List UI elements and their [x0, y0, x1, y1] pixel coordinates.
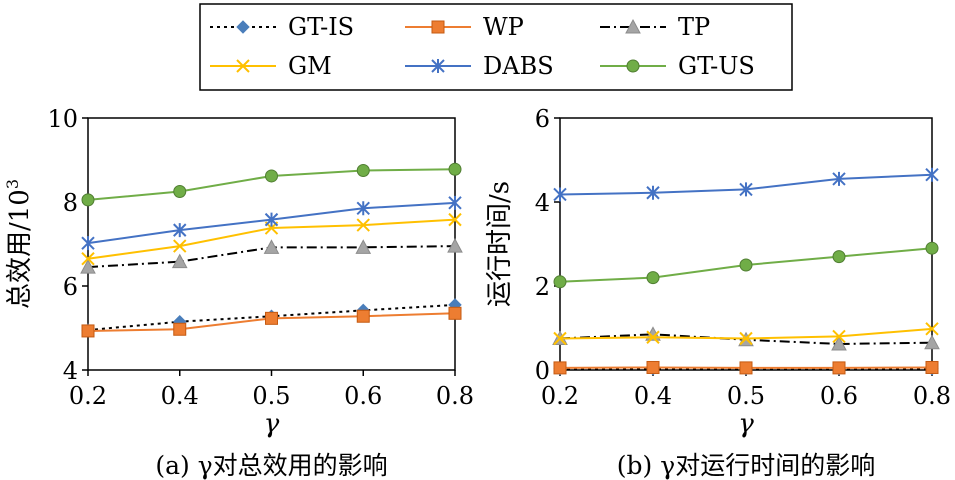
- chart-a-point-gt-us-2: [265, 169, 278, 183]
- chart-a-point-wp-2: [265, 311, 278, 325]
- chart-b-point-gt-us-2: [739, 258, 753, 272]
- chart-b-ytick-label-4: 4: [535, 189, 550, 217]
- chart-a-point-gt-us-4: [448, 162, 462, 176]
- chart-a-point-dabs-2: [264, 212, 279, 227]
- chart-b-point-gt-us-4: [925, 241, 939, 255]
- chart-b-xtick-label-0-5: 0.5: [727, 382, 765, 410]
- chart-b-point-gm-4: [925, 322, 939, 336]
- legend-label-tp: TP: [678, 13, 710, 41]
- chart-a-point-dabs-0: [81, 236, 95, 251]
- legend-marker-dabs: [431, 59, 445, 73]
- chart-a-xtick-label-0-6: 0.6: [344, 382, 382, 410]
- chart-a-xtick-label-0-5: 0.5: [252, 382, 290, 410]
- chart-b-point-wp-2: [739, 361, 753, 375]
- chart-b-xtick-label-0-4: 0.4: [634, 382, 672, 410]
- legend-label-gt-us: GT-US: [678, 52, 755, 80]
- chart-b-caption: (b) γ对运行时间的影响: [617, 451, 875, 480]
- chart-b-ytick-label-6: 6: [535, 105, 550, 133]
- chart-b-point-gm-1: [646, 330, 660, 344]
- chart-a-point-tp-1: [171, 253, 188, 269]
- legend-marker-gt-us: [626, 59, 640, 73]
- chart-a-point-dabs-4: [448, 195, 462, 210]
- chart-a-point-dabs-3: [356, 201, 370, 216]
- chart-b-point-wp-1: [646, 360, 660, 374]
- chart-a-ytick-label-6: 6: [63, 273, 78, 301]
- chart-a-point-wp-4: [448, 306, 462, 320]
- legend-marker-tp: [625, 18, 641, 34]
- chart-a-point-gm-1: [173, 239, 187, 253]
- chart-b-x-axis-label: γ: [738, 409, 754, 439]
- chart-a-point-tp-0: [80, 259, 96, 274]
- legend-marker-gm: [236, 59, 250, 73]
- chart-a-ytick-label-10: 10: [47, 105, 78, 133]
- chart-b-runtime: 0 2 4 6 0.2 0.4 0.5 0.6 0.8 γ 运行时间/s (b) γ对运行时间的影响: [485, 105, 951, 480]
- chart-a-point-gt-us-1: [173, 185, 187, 198]
- chart-b-point-gm-3: [832, 329, 846, 344]
- chart-a-point-tp-3: [355, 239, 372, 254]
- chart-a-point-gm-3: [356, 218, 370, 232]
- chart-a-point-tp-2: [263, 239, 280, 254]
- chart-a-point-gm-4: [448, 212, 462, 227]
- chart-a-utility: 4 6 8 10 0.2 0.4 0.5 0.6 0.8 γ 总效用/103 (a) γ对总效用的影响: [3, 105, 474, 480]
- chart-b-xtick-label-0-2: 0.2: [541, 382, 579, 410]
- legend: GT-IS WP TP GM DABS GT-US: [199, 3, 793, 91]
- chart-a-x-axis-label: γ: [264, 409, 280, 439]
- legend-marker-wp: [431, 20, 445, 34]
- chart-a-xtick-label-0-2: 0.2: [69, 382, 107, 410]
- chart-b-point-wp-4: [925, 360, 939, 374]
- chart-b-point-wp-3: [832, 361, 846, 375]
- legend-label-gm: GM: [288, 52, 332, 80]
- chart-a-point-gm-0: [81, 251, 95, 266]
- chart-a-point-dabs-1: [173, 223, 187, 238]
- chart-a-point-wp-3: [356, 309, 370, 323]
- legend-marker-gt-is: [236, 20, 250, 34]
- chart-b-point-gt-us-0: [553, 275, 567, 289]
- chart-b-xtick-label-0-8: 0.8: [913, 382, 951, 410]
- chart-a-ytick-label-8: 8: [63, 189, 78, 217]
- legend-label-wp: WP: [483, 13, 524, 41]
- chart-b-point-dabs-0: [553, 187, 567, 202]
- chart-a-point-tp-4: [447, 238, 463, 253]
- legend-label-gt-is: GT-IS: [288, 13, 354, 41]
- chart-b-y-axis-label: 运行时间/s: [485, 181, 515, 307]
- chart-a-ytick-label-4: 4: [63, 357, 78, 385]
- chart-b-point-dabs-1: [646, 185, 660, 200]
- chart-b-ytick-label-2: 2: [535, 273, 550, 301]
- chart-b-point-gt-us-1: [646, 271, 660, 285]
- chart-a-point-gt-us-0: [81, 193, 95, 207]
- chart-b-point-tp-4: [924, 334, 940, 350]
- legend-label-dabs: DABS: [483, 52, 554, 80]
- chart-a-point-wp-0: [81, 324, 95, 338]
- chart-a-xtick-label-0-8: 0.8: [436, 382, 474, 410]
- chart-a-caption: (a) γ对总效用的影响: [155, 451, 387, 480]
- chart-b-point-gm-2: [739, 331, 753, 346]
- chart-a-point-gt-us-3: [356, 164, 370, 177]
- chart-b-point-dabs-2: [739, 182, 753, 197]
- chart-b-xtick-label-0-6: 0.6: [820, 382, 858, 410]
- legend-box: [199, 3, 793, 91]
- chart-a-y-axis-label: 总效用/103: [3, 179, 35, 309]
- chart-a-xtick-label-0-4: 0.4: [161, 382, 199, 410]
- chart-b-point-gt-us-3: [832, 250, 846, 264]
- chart-b-ytick-label-0: 0: [535, 357, 550, 385]
- chart-b-point-tp-3: [831, 335, 847, 351]
- chart-b-point-dabs-4: [925, 167, 939, 182]
- chart-b-point-gm-0: [553, 331, 567, 346]
- chart-b-point-wp-0: [553, 361, 567, 375]
- chart-a-point-wp-1: [173, 322, 187, 336]
- chart-b-point-dabs-3: [832, 171, 846, 186]
